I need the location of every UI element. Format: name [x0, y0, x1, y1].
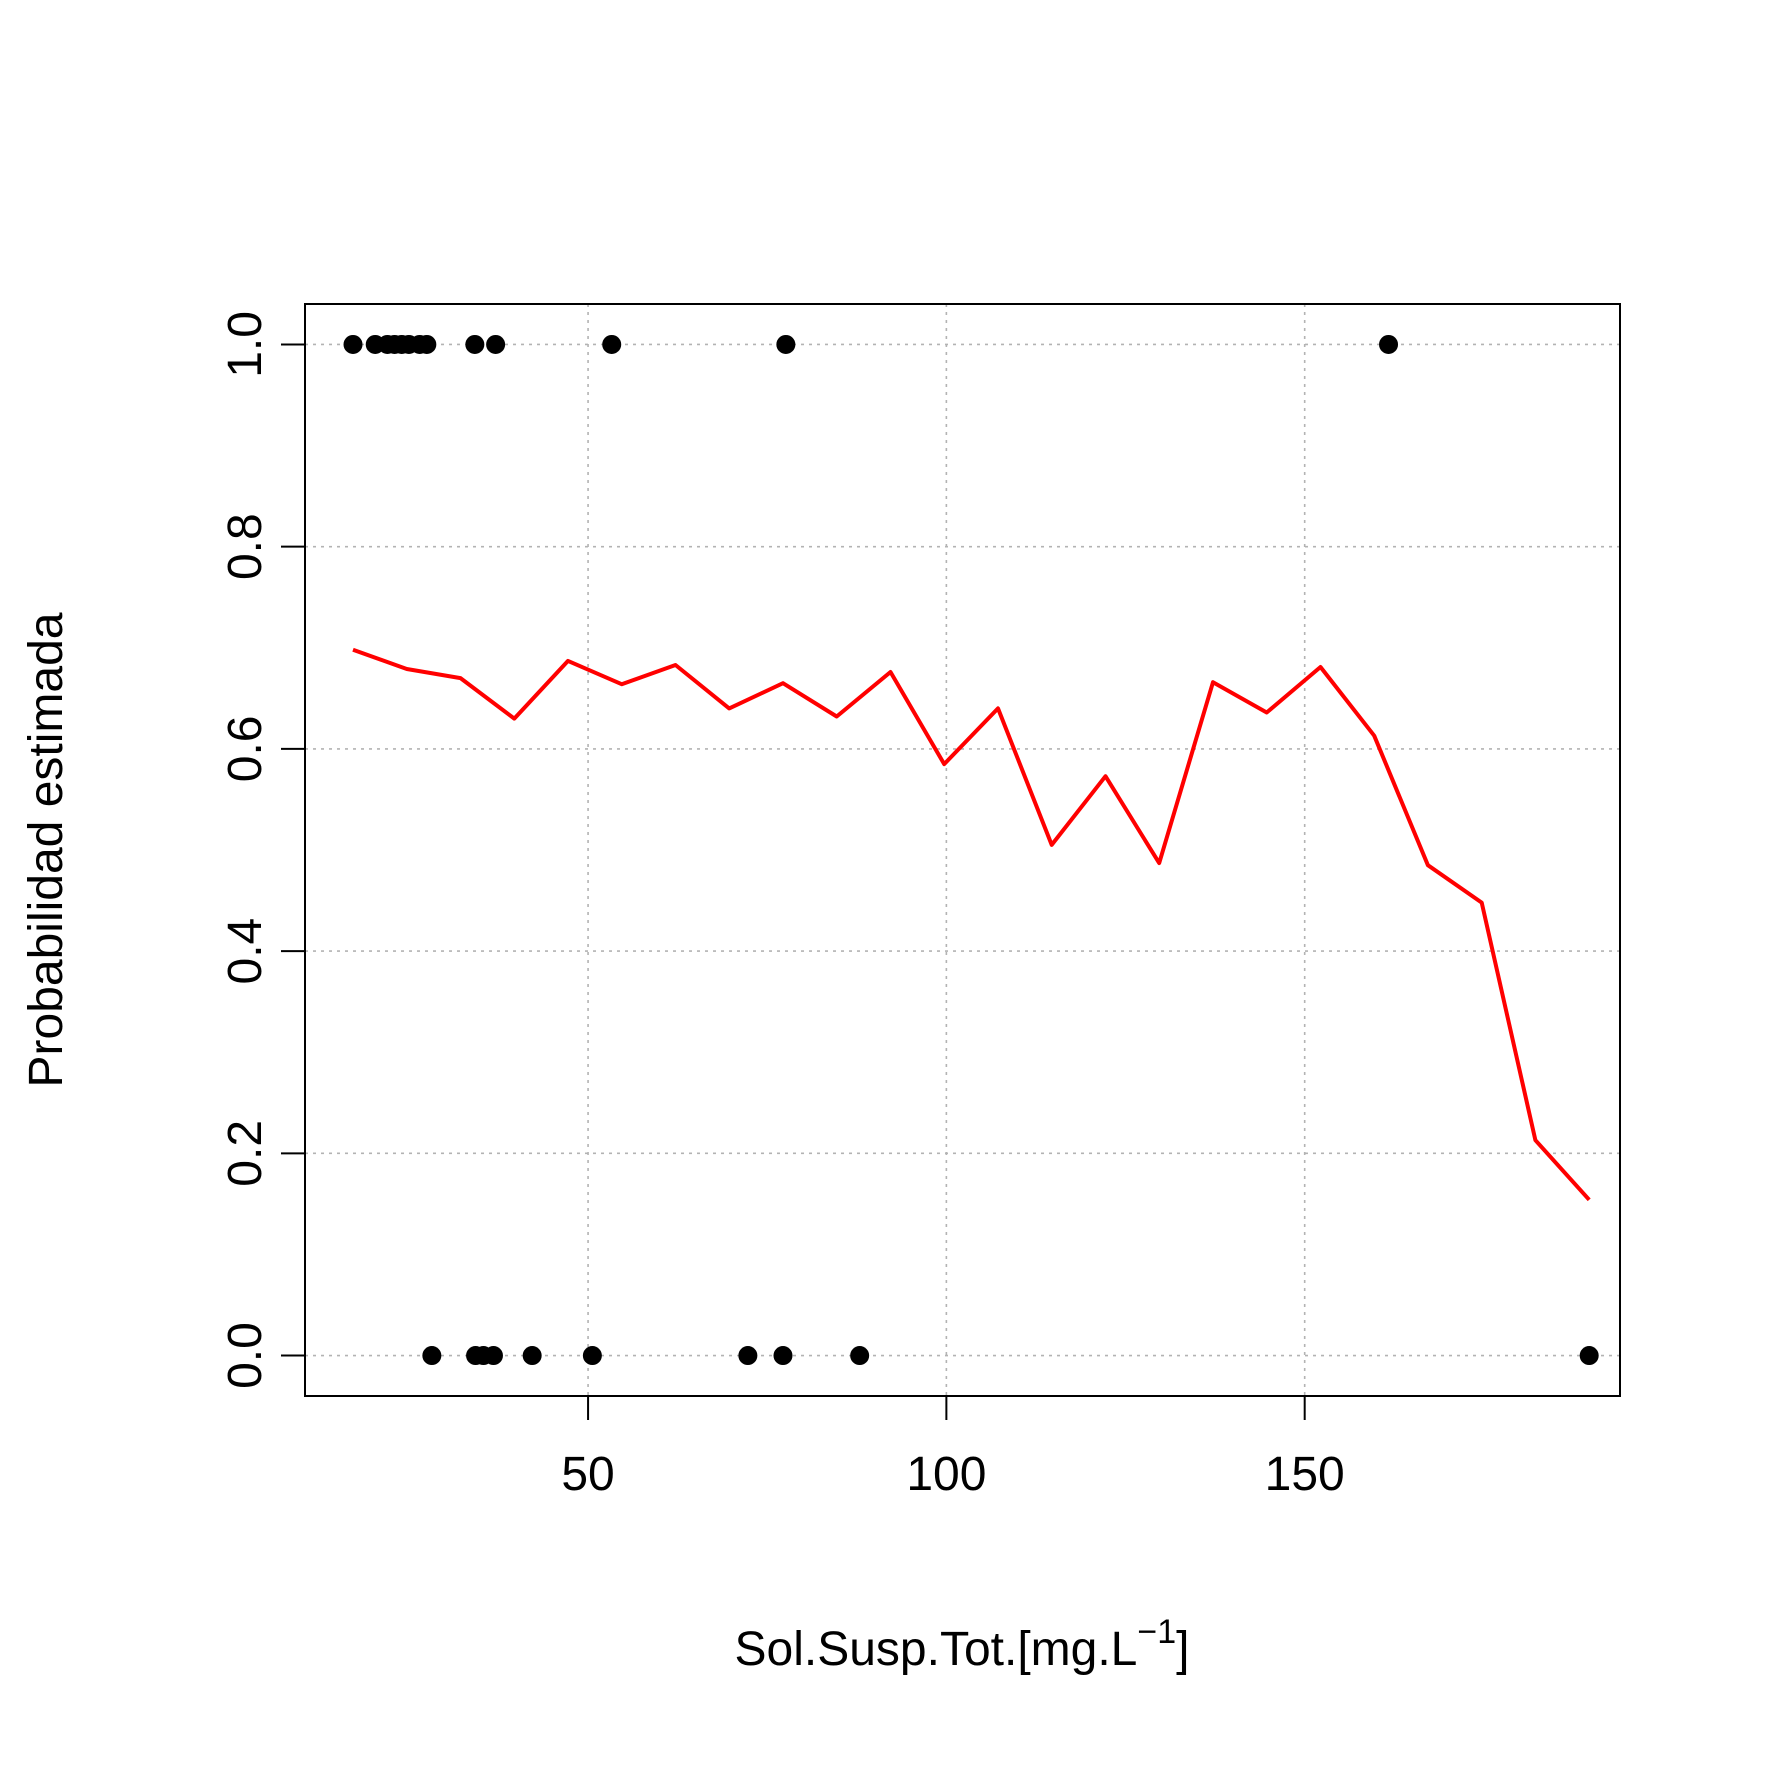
- x-axis-title: Sol.Susp.Tot.[mg.L−1]: [735, 1613, 1190, 1676]
- grid: [305, 304, 1620, 1396]
- y-tick-label: 0.6: [219, 716, 272, 783]
- data-point: [343, 334, 363, 354]
- y-tick-label: 0.4: [219, 918, 272, 985]
- y-tick-label: 1.0: [219, 311, 272, 378]
- data-point: [773, 1346, 793, 1366]
- observed-points: [343, 334, 1599, 1366]
- y-axis: 0.0 0.2 0.4 0.6 0.8 1.0: [219, 311, 306, 1389]
- x-tick-label: 100: [906, 1448, 986, 1501]
- data-point: [582, 1346, 602, 1366]
- data-point: [850, 1346, 870, 1366]
- x-axis: 50 100 150: [561, 1395, 1345, 1501]
- x-axis-title-main: Sol.Susp.Tot.[mg.L: [735, 1623, 1138, 1676]
- data-point: [417, 334, 437, 354]
- y-tick-label: 0.8: [219, 513, 272, 580]
- data-point: [483, 1346, 503, 1366]
- x-tick-label: 150: [1265, 1448, 1345, 1501]
- x-tick-label: 50: [561, 1448, 614, 1501]
- data-point: [602, 334, 622, 354]
- series-line-1: [352, 647, 1591, 1202]
- data-point: [738, 1346, 758, 1366]
- y-tick-label: 0.2: [219, 1120, 272, 1187]
- data-point: [1579, 1346, 1599, 1366]
- data-point: [522, 1346, 542, 1366]
- data-point: [776, 334, 796, 354]
- y-axis-title: Probabilidad estimada: [20, 612, 73, 1087]
- data-point: [465, 334, 485, 354]
- x-axis-title-superscript: −1: [1137, 1613, 1176, 1651]
- data-point: [486, 334, 506, 354]
- data-point: [422, 1346, 442, 1366]
- x-axis-title-suffix: ]: [1176, 1623, 1189, 1676]
- probability-line: [352, 647, 1591, 1202]
- y-tick-label: 0.0: [219, 1322, 272, 1389]
- data-point: [1379, 334, 1399, 354]
